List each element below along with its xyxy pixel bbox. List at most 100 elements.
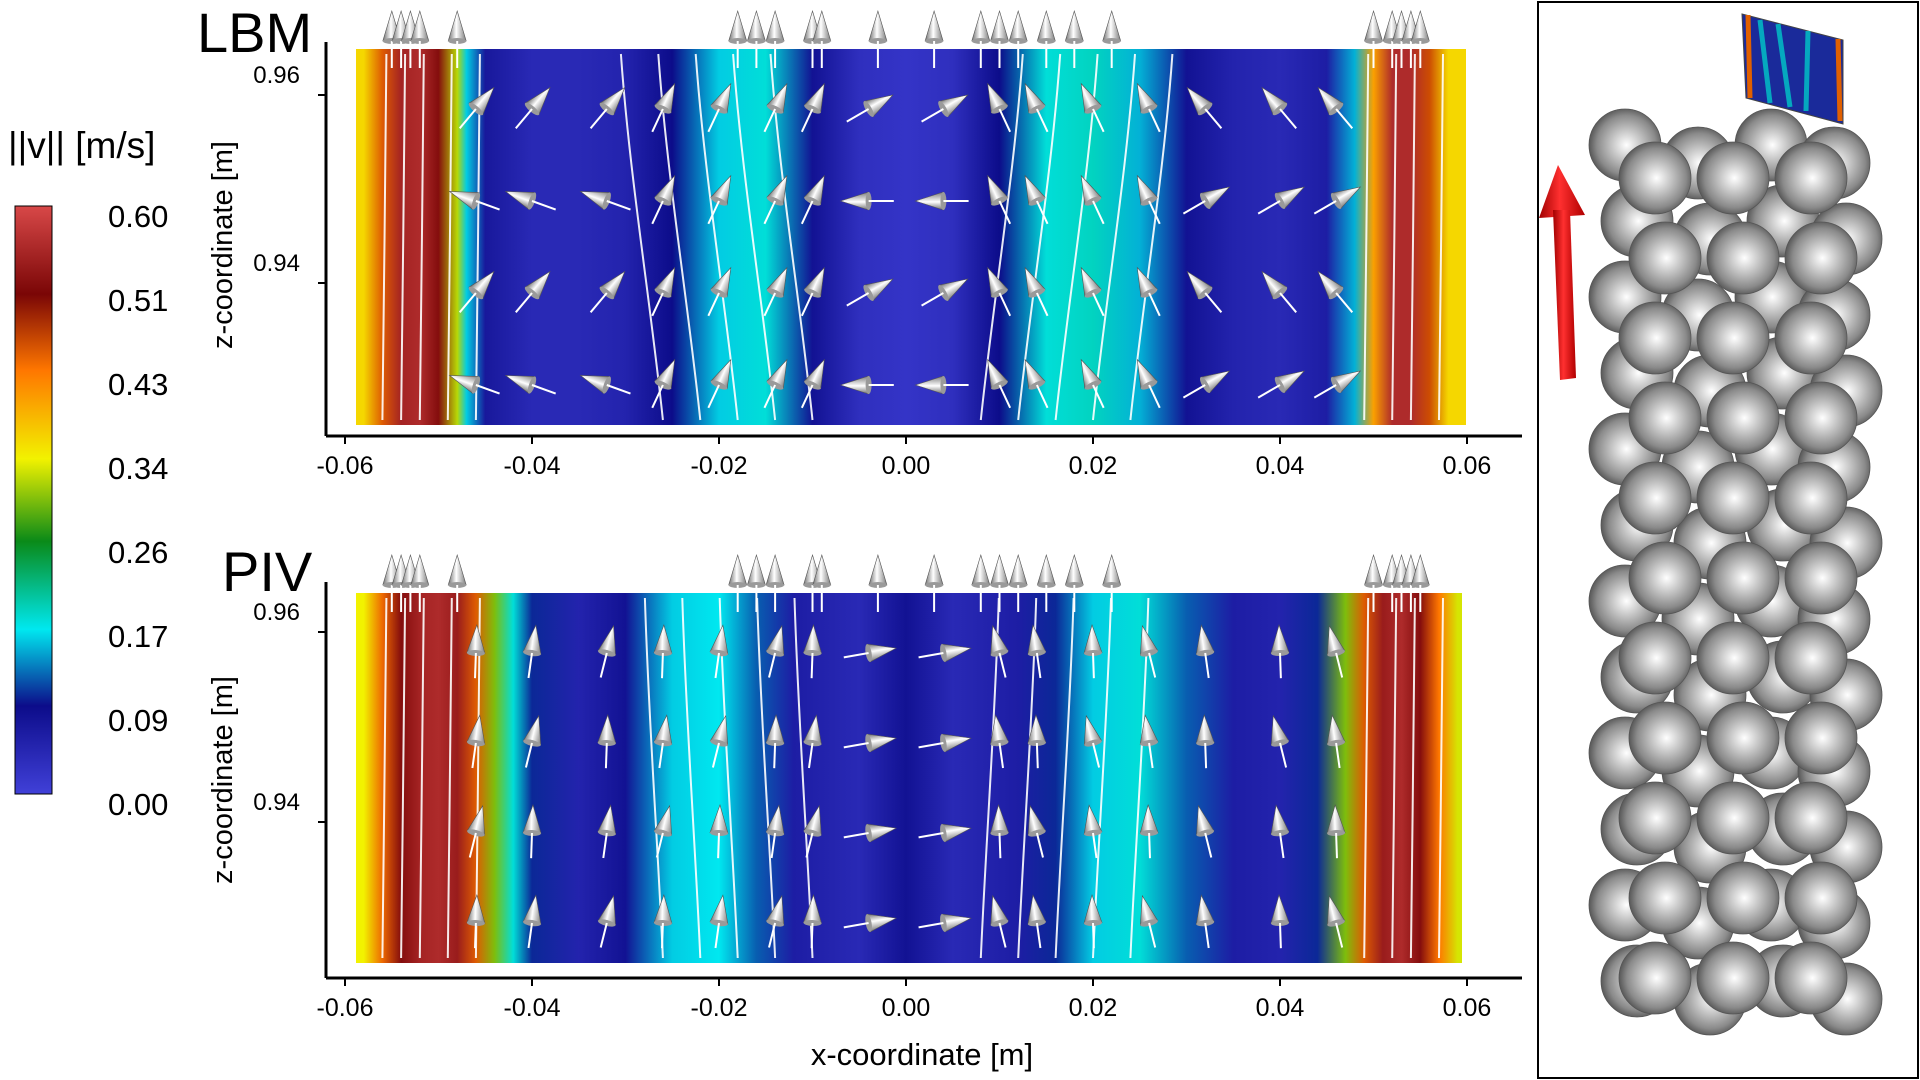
measurement-plane-icon [1741, 13, 1844, 125]
x-tick-label: 0.00 [882, 452, 931, 480]
velocity-vector-glyph [709, 894, 729, 949]
velocity-vector-glyph [448, 191, 500, 211]
velocity-vector-glyph [803, 624, 822, 679]
lbm-panel: LBM -0.06 -0.04 -0.02 0.00 0.02 0.04 0.06 0.96… [197, 1, 1522, 480]
velocity-vector-glyph [466, 894, 486, 949]
x-axis-label: x-coordinate [m] [811, 1037, 1033, 1072]
x-tick-label: -0.02 [691, 452, 748, 480]
velocity-vector-glyph [1270, 624, 1290, 679]
streamline [381, 597, 388, 959]
velocity-vector-glyph [597, 624, 616, 678]
velocity-vector-glyph [765, 714, 785, 769]
packed-sphere [1784, 381, 1858, 455]
packed-sphere [1774, 301, 1848, 375]
packed-sphere [1784, 861, 1858, 935]
velocity-vector-glyph [1327, 894, 1346, 948]
packed-bed-illustration [1537, 1, 1919, 1079]
velocity-vector-glyph [1136, 82, 1161, 133]
velocity-vector-glyph [447, 553, 467, 612]
streamline [1409, 53, 1416, 421]
velocity-vector-glyph [589, 86, 626, 129]
velocity-vector-glyph [800, 82, 825, 133]
velocity-vector-glyph [1064, 9, 1084, 68]
streamline [418, 53, 425, 421]
packed-sphere [1774, 141, 1848, 215]
packed-sphere [1628, 701, 1702, 775]
velocity-vector-glyph [1027, 894, 1047, 949]
velocity-vector-glyph [1270, 804, 1290, 859]
velocity-vector-glyph [763, 266, 788, 317]
velocity-vector-glyph [448, 375, 500, 395]
streamline [1092, 53, 1136, 421]
piv-panel-label: PIV [222, 540, 313, 603]
streamline [1438, 597, 1444, 959]
velocity-vector-glyph [707, 266, 732, 317]
velocity-vector-glyph [765, 624, 785, 678]
streamline [619, 53, 664, 421]
velocity-vector-glyph [812, 553, 832, 612]
velocity-vector-glyph [1083, 894, 1103, 949]
velocity-vector-glyph [918, 733, 972, 753]
velocity-vector-glyph [914, 375, 969, 395]
streamline [381, 53, 388, 421]
lbm-panel-label: LBM [197, 1, 312, 64]
velocity-vector-glyph [522, 714, 542, 768]
x-tick-label: 0.00 [882, 994, 931, 1022]
velocity-vector-glyph [1182, 370, 1231, 399]
velocity-vector-glyph [765, 804, 785, 859]
colorbar-tick-label: 0.60 [108, 199, 168, 234]
velocity-vector-glyph [1257, 186, 1306, 215]
piv-y-axis-label: z-coordinate [m] [207, 676, 239, 884]
velocity-vector-glyph [651, 82, 676, 133]
velocity-vector-glyph [1261, 270, 1297, 313]
streamline [979, 53, 1024, 421]
velocity-vector-glyph [651, 266, 676, 317]
velocity-vector-glyph [1140, 894, 1159, 948]
velocity-vector-glyph [921, 94, 969, 123]
packed-sphere [1618, 941, 1692, 1015]
velocity-vector-glyph [1136, 174, 1161, 225]
packed-sphere [1618, 621, 1692, 695]
velocity-vector-glyph [1083, 804, 1103, 859]
velocity-vector-glyph [1139, 804, 1159, 859]
velocity-vector-glyph [763, 174, 788, 225]
velocity-vector-glyph [990, 714, 1009, 769]
piv-velocity-vectors [382, 553, 1430, 949]
velocity-vector-glyph [1024, 82, 1049, 133]
packed-sphere [1774, 941, 1848, 1015]
velocity-vector-glyph [1008, 553, 1028, 612]
packed-sphere [1706, 221, 1780, 295]
velocity-vector-glyph [803, 804, 822, 858]
packed-sphere [1618, 141, 1692, 215]
velocity-vector-glyph [1313, 370, 1362, 399]
velocity-vector-glyph [990, 9, 1009, 68]
velocity-vector-glyph [653, 804, 672, 858]
velocity-vector-glyph [1036, 9, 1056, 68]
velocity-vector-glyph [1102, 9, 1122, 68]
x-tick-label: 0.04 [1256, 994, 1305, 1022]
streamline [446, 53, 453, 421]
velocity-vector-glyph [1140, 624, 1159, 678]
velocity-vector-glyph [763, 358, 788, 409]
y-tick-label: 0.96 [253, 599, 300, 626]
colorbar-tick-label: 0.09 [108, 703, 168, 738]
colorbar-tick-label: 0.17 [108, 619, 168, 654]
velocity-vector-glyph [803, 894, 822, 949]
velocity-vector-glyph [990, 894, 1009, 948]
colorbar-tick-labels: 0.60 0.51 0.43 0.34 0.26 0.17 0.09 0.00 [108, 199, 168, 822]
velocity-vector-glyph [1410, 9, 1430, 68]
packed-sphere [1706, 541, 1780, 615]
streamline [400, 53, 407, 421]
velocity-vector-glyph [843, 913, 898, 933]
packed-sphere [1618, 461, 1692, 535]
velocity-vector-glyph [1080, 358, 1105, 409]
y-tick-label: 0.94 [253, 789, 300, 816]
lbm-y-tick-labels: 0.96 0.94 [253, 62, 326, 284]
packed-sphere [1628, 221, 1702, 295]
velocity-vector-glyph [515, 270, 551, 313]
flow-direction-arrow-icon [1539, 165, 1585, 380]
velocity-vector-glyph [1182, 186, 1231, 215]
velocity-vector-glyph [987, 174, 1012, 225]
velocity-vector-glyph [1196, 804, 1215, 858]
velocity-vector-glyph [918, 643, 972, 663]
